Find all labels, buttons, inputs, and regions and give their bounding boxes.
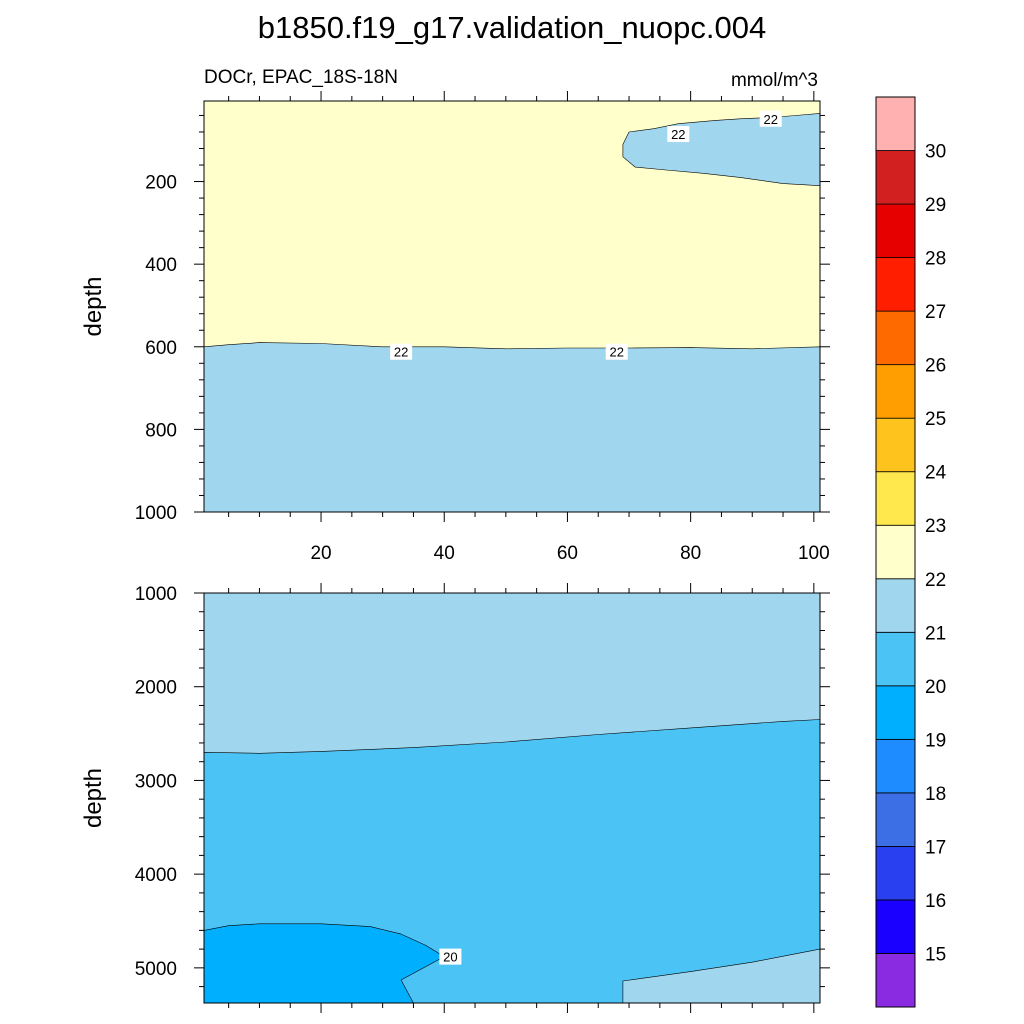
x-tick-label: 60	[557, 543, 578, 564]
colorbar-tick-label: 15	[925, 945, 946, 966]
y-tick-label: 200	[145, 173, 177, 194]
y-tick-label: 2000	[135, 678, 177, 699]
contour-label-box	[390, 343, 413, 360]
colorbar-tick-label: 18	[925, 784, 946, 805]
colorbar-tick-label: 21	[925, 623, 946, 644]
colorbar-tick-label: 20	[925, 677, 946, 698]
y-tick-label: 3000	[135, 771, 177, 792]
contour-label: 22	[763, 112, 777, 127]
colorbar-box	[875, 310, 916, 366]
colorbar-tick-label: 19	[925, 730, 946, 751]
colorbar-frame	[875, 96, 916, 1008]
y-tick-label: 1000	[135, 584, 177, 605]
colorbar-tick-label: 22	[925, 570, 946, 591]
left-subtitle: DOCr, EPAC_18S-18N	[204, 67, 398, 88]
x-tick-label: 40	[434, 543, 455, 564]
colorbar-tick-label: 30	[925, 142, 946, 163]
colorbar-tick-label: 27	[925, 302, 946, 323]
colorbar-box	[875, 953, 916, 1008]
contour-label-box	[605, 343, 628, 360]
colorbar-box	[875, 899, 916, 954]
y-tick-label: 800	[145, 420, 177, 441]
colorbar-tick-label: 28	[925, 249, 946, 270]
y-tick-label: 600	[145, 338, 177, 359]
contour-label: 22	[671, 127, 685, 142]
colorbar-box	[875, 685, 916, 740]
contour-label-box	[667, 126, 690, 143]
colorbar-tick-label: 24	[925, 463, 947, 484]
colorbar-box	[875, 846, 916, 901]
colorbar-box	[875, 417, 916, 473]
contour-label-box	[759, 110, 782, 127]
plot-frame	[203, 100, 821, 513]
colorbar-box	[875, 257, 916, 312]
colorbar-tick-label: 26	[925, 356, 946, 377]
colorbar-tick-label: 16	[925, 891, 946, 912]
colorbar-box	[875, 792, 916, 847]
colorbar-box	[875, 96, 916, 151]
x-tick-label: 100	[798, 543, 830, 564]
colorbar-box	[875, 524, 916, 580]
y-axis-label: depth	[80, 768, 107, 828]
colorbar-box	[875, 578, 916, 633]
lower-panel: 20 1000 2000 3000 4000 5000 depth	[80, 583, 830, 1013]
colorbar-box	[875, 471, 916, 526]
y-tick-label: 400	[145, 255, 177, 276]
colorbar-tick-label: 17	[925, 837, 946, 858]
y-tick-label: 1000	[135, 503, 177, 524]
upper-panel: 22 22 22 22 20 40 60 80 100 200 400 600 800 1000 depth	[80, 91, 830, 564]
colorbar-box	[875, 150, 916, 205]
y-tick-label: 5000	[135, 959, 177, 980]
contour-label: 22	[394, 345, 408, 360]
chart-title: b1850.f19_g17.validation_nuopc.004	[258, 10, 767, 45]
x-tick-label: 80	[680, 543, 701, 564]
colorbar-tick-label: 25	[925, 409, 946, 430]
contour-label: 20	[443, 950, 457, 965]
x-tick-label: 20	[310, 543, 331, 564]
y-axis-label: depth	[80, 276, 107, 336]
colorbar-box	[875, 364, 916, 419]
contour-label-box	[439, 948, 462, 965]
colorbar-box	[875, 203, 916, 258]
units-subtitle: mmol/m^3	[731, 70, 818, 91]
colorbar-box	[875, 631, 916, 687]
contour-label: 22	[609, 345, 623, 360]
colorbar: 15 16 17 18 19 20 21 22 23 24 25 26 27 28 29 30	[875, 96, 947, 1008]
colorbar-tick-label: 23	[925, 516, 946, 537]
contour-region	[203, 342, 821, 513]
plot-frame	[203, 592, 821, 1004]
y-tick-label: 4000	[135, 865, 177, 886]
colorbar-box	[875, 738, 916, 794]
colorbar-tick-label: 29	[925, 195, 946, 216]
